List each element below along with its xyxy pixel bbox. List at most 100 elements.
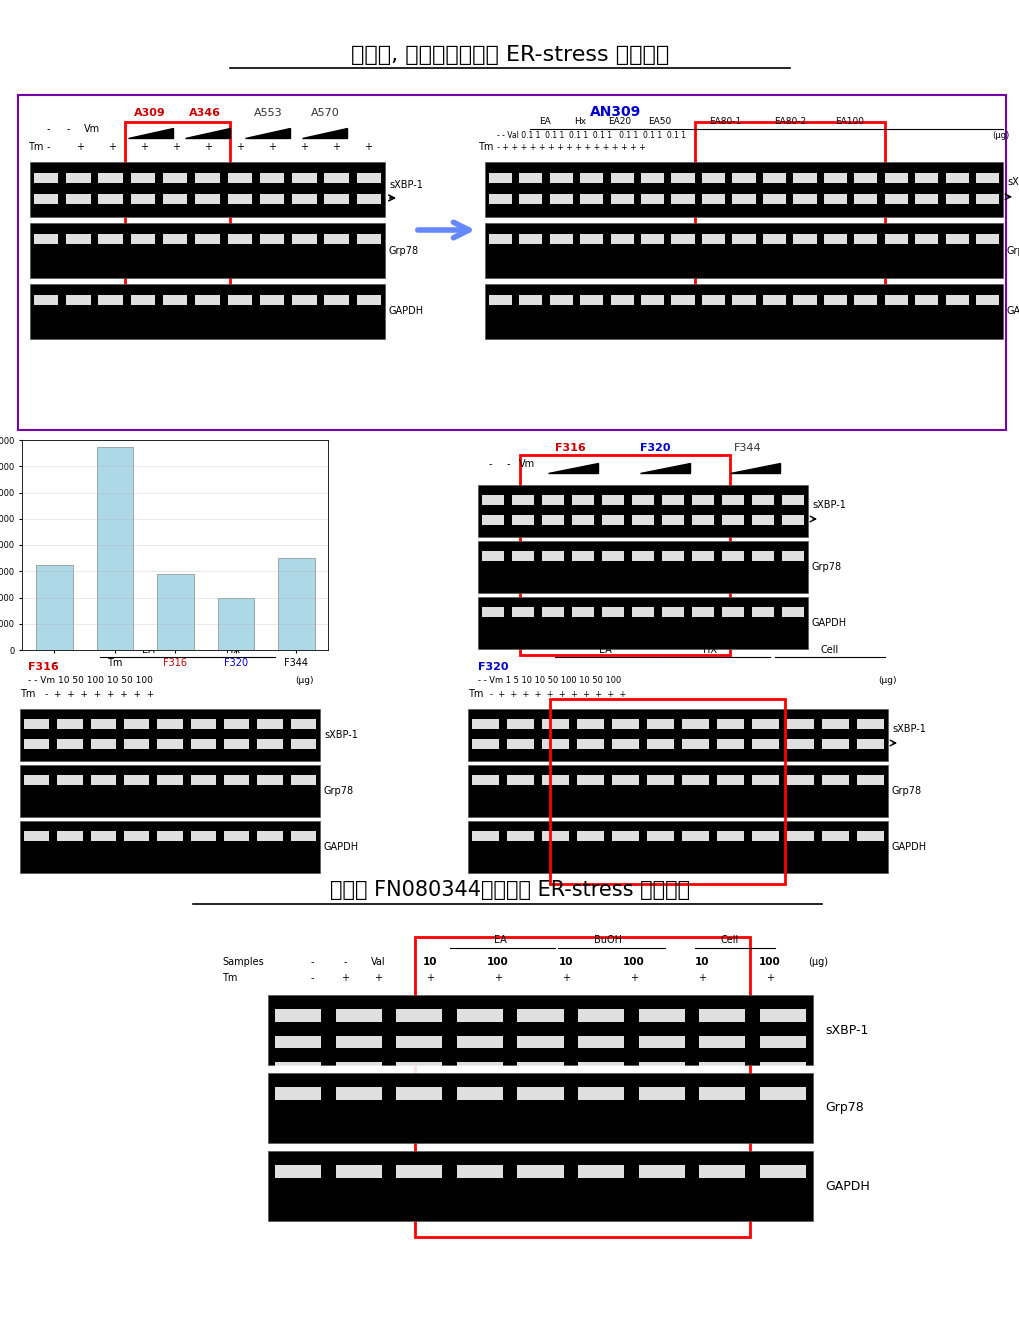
Bar [682, 719, 708, 728]
Bar [821, 832, 848, 841]
Bar [631, 608, 654, 617]
Bar [640, 173, 663, 183]
Bar [945, 234, 968, 244]
Bar [751, 775, 779, 785]
Bar [517, 1165, 562, 1177]
Bar [577, 739, 603, 749]
Bar [577, 832, 603, 841]
Text: 10: 10 [422, 957, 437, 967]
Bar [793, 194, 816, 204]
Text: Vm: Vm [519, 459, 535, 469]
Bar [759, 1165, 805, 1177]
Bar [610, 295, 633, 305]
Bar [125, 122, 229, 327]
Text: EA20: EA20 [608, 116, 631, 126]
Bar [638, 1087, 684, 1099]
Bar [457, 1062, 502, 1075]
Bar [580, 194, 602, 204]
Bar [195, 234, 219, 244]
Bar [854, 295, 876, 305]
Bar [396, 1010, 442, 1022]
Text: +: + [204, 142, 212, 153]
Polygon shape [547, 463, 597, 473]
Bar [914, 194, 937, 204]
Text: AN309: AN309 [589, 104, 641, 119]
Text: -  +  +  +  +  +  +  +  +  +  +  +: - + + + + + + + + + + + [489, 690, 626, 699]
Bar [541, 608, 564, 617]
Bar [698, 1010, 745, 1022]
Bar [37, 565, 72, 649]
Bar [227, 234, 252, 244]
Bar [542, 775, 569, 785]
Bar [571, 516, 594, 525]
Bar [661, 608, 684, 617]
Text: Tm: Tm [468, 690, 483, 699]
Bar [542, 719, 569, 728]
Bar [472, 719, 498, 728]
Text: Grp78: Grp78 [811, 562, 842, 572]
Bar [506, 775, 533, 785]
Bar [732, 295, 755, 305]
Bar [324, 234, 348, 244]
Text: +: + [493, 973, 501, 983]
Text: Tm: Tm [222, 973, 237, 983]
Bar [91, 739, 116, 749]
Bar [97, 447, 132, 649]
Text: EA: EA [598, 645, 610, 655]
Bar [720, 516, 744, 525]
Text: -: - [46, 142, 50, 153]
Bar [335, 1062, 381, 1075]
Bar [191, 775, 216, 785]
Bar [640, 234, 663, 244]
Text: +: + [426, 973, 433, 983]
Bar [488, 173, 512, 183]
Bar [257, 719, 282, 728]
Bar [759, 1035, 805, 1048]
Text: sXBP-1: sXBP-1 [1006, 177, 1019, 187]
Bar [472, 832, 498, 841]
Bar [638, 1165, 684, 1177]
Bar [519, 173, 542, 183]
Bar [781, 552, 804, 561]
Bar [854, 194, 876, 204]
Bar [854, 173, 876, 183]
Bar [610, 234, 633, 244]
Bar [793, 234, 816, 244]
Bar [631, 552, 654, 561]
Bar [823, 234, 846, 244]
Bar [914, 234, 937, 244]
Text: +: + [630, 973, 637, 983]
Bar [601, 552, 624, 561]
Text: HX: HX [702, 645, 716, 655]
Bar [34, 173, 58, 183]
Bar [691, 608, 713, 617]
Bar [682, 832, 708, 841]
Text: Grp78: Grp78 [892, 786, 921, 795]
Bar [512, 495, 534, 505]
Bar [157, 719, 182, 728]
Text: A553: A553 [254, 108, 282, 118]
Bar [130, 173, 155, 183]
Bar [517, 1010, 562, 1022]
Text: GAPDH: GAPDH [824, 1180, 869, 1193]
Text: - - Vm 10 50 100 10 50 100: - - Vm 10 50 100 10 50 100 [28, 676, 153, 686]
Text: 100: 100 [623, 957, 644, 967]
Bar [751, 552, 773, 561]
Bar [224, 719, 249, 728]
Bar [457, 1165, 502, 1177]
Bar [57, 719, 83, 728]
Bar [578, 1010, 624, 1022]
Text: Hx: Hx [574, 116, 586, 126]
Text: Tm: Tm [20, 690, 36, 699]
Bar [661, 516, 684, 525]
Bar [34, 234, 58, 244]
Bar [335, 1010, 381, 1022]
Bar [415, 937, 749, 1237]
Bar [291, 173, 316, 183]
Bar [34, 194, 58, 204]
Bar [91, 832, 116, 841]
Bar [716, 739, 743, 749]
Bar [647, 775, 674, 785]
Bar [682, 775, 708, 785]
Bar [601, 516, 624, 525]
